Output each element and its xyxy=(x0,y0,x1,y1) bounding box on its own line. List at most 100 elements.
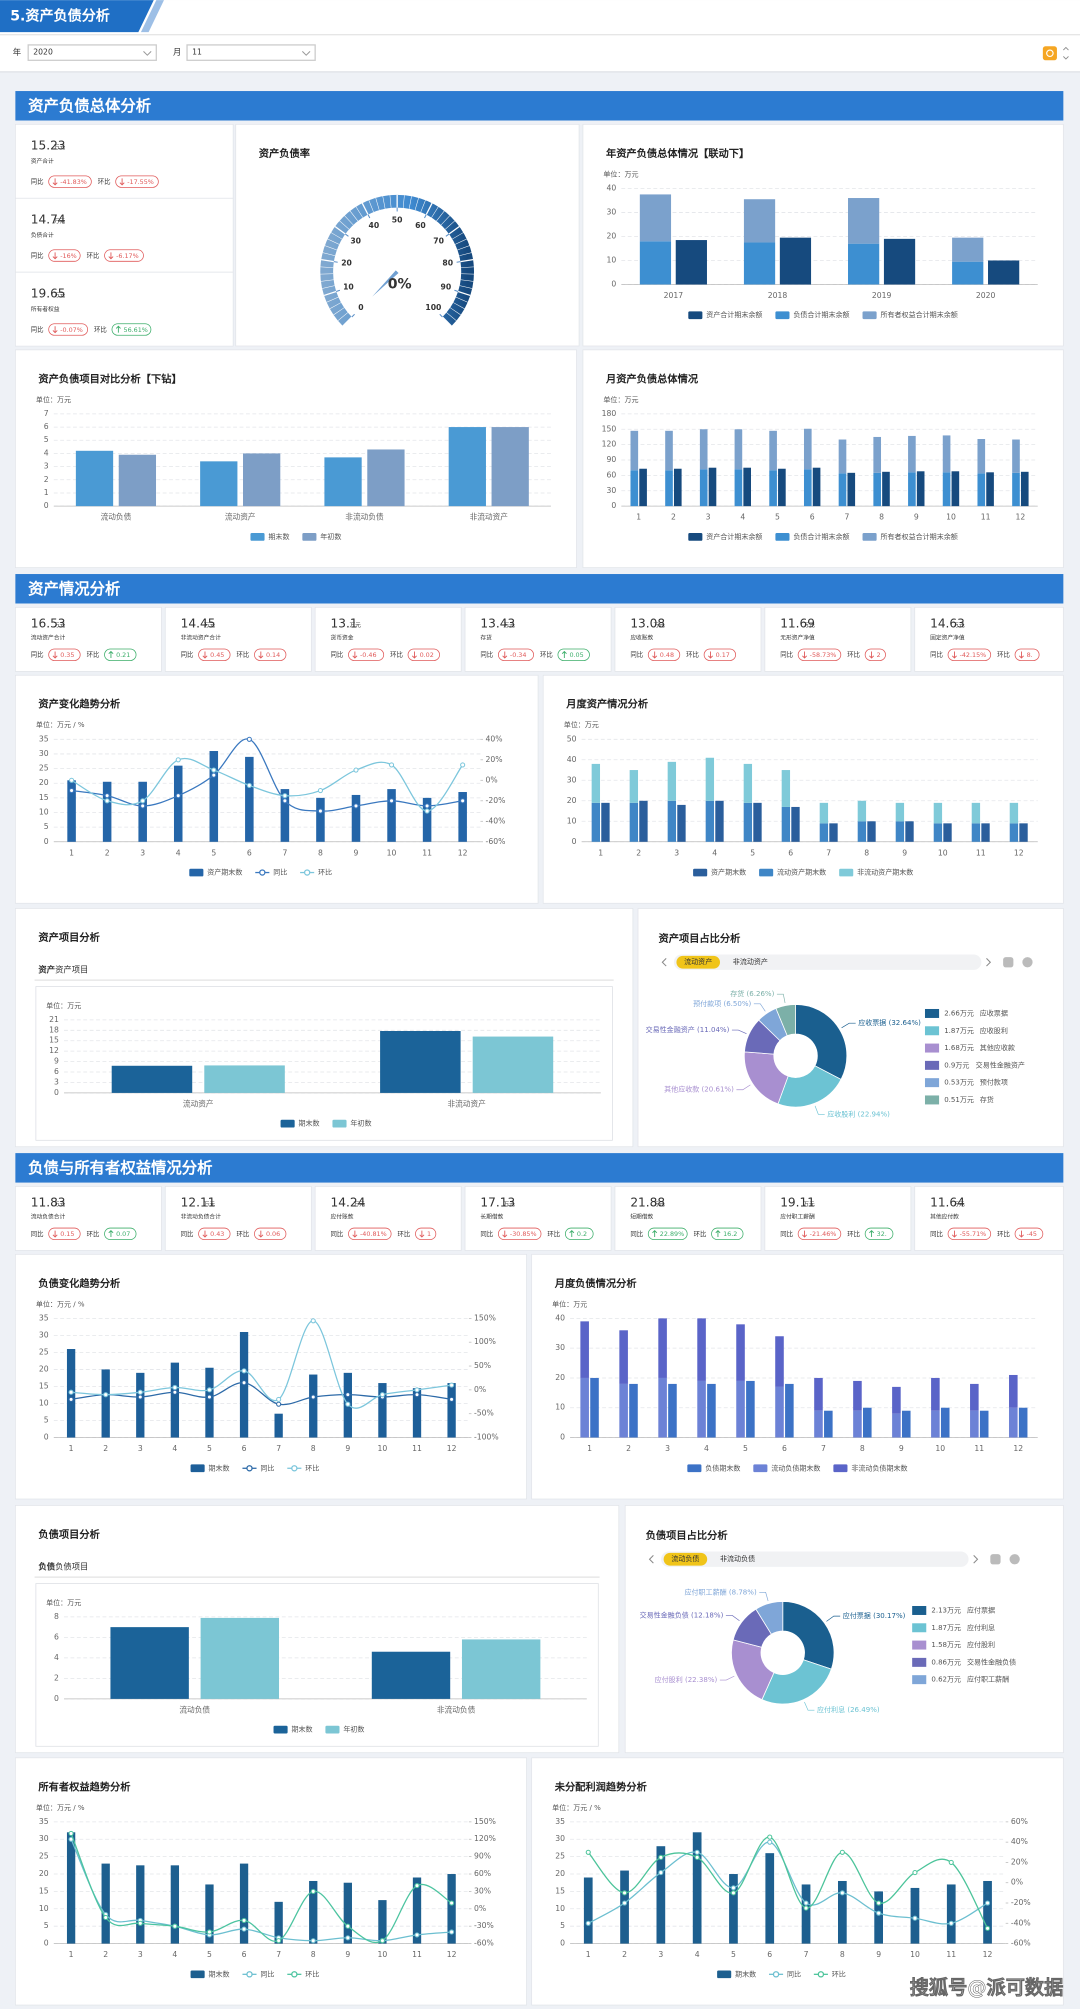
y2-tick-label: -30% xyxy=(474,1921,494,1930)
y-tick-label: 20 xyxy=(555,1373,565,1382)
year-select[interactable] xyxy=(27,44,157,61)
chart-title: 所有者权益趋势分析 xyxy=(38,1780,130,1793)
legend-value: 0.53万元 xyxy=(944,1078,974,1087)
kpi-value: 12.11 xyxy=(181,1196,216,1210)
tool-icon[interactable] xyxy=(1022,957,1033,968)
trend-pill xyxy=(198,1227,231,1240)
line-point xyxy=(206,1394,213,1400)
tab-active[interactable] xyxy=(663,1552,708,1566)
bar-segment xyxy=(873,472,882,507)
line-point xyxy=(345,1401,351,1407)
x-tick-label: 2 xyxy=(626,1444,631,1453)
y-tick-label: 15 xyxy=(39,1381,49,1390)
kpi-value: 13.43 xyxy=(480,617,515,631)
tab-label[interactable]: 流动资产 xyxy=(684,957,712,966)
trend-pill xyxy=(48,323,89,336)
x-tick-label: 12 xyxy=(1015,513,1025,522)
x-tick-label: 4 xyxy=(704,1444,709,1453)
y-tick-label: 5 xyxy=(44,1416,49,1425)
line-point xyxy=(414,1883,420,1889)
gauge-minor-tick xyxy=(441,316,452,327)
legend-swatch xyxy=(332,1119,347,1128)
y-tick-label: 6 xyxy=(44,422,49,431)
legend-swatch xyxy=(687,1464,702,1473)
line-point xyxy=(353,767,359,773)
bar xyxy=(901,1410,911,1438)
tab-next[interactable] xyxy=(973,1555,979,1564)
trend-value: 0.21 xyxy=(116,651,130,659)
line-point xyxy=(424,803,430,809)
kpi-mom-label: 环比 xyxy=(398,1229,411,1238)
line-point xyxy=(414,1387,420,1393)
tab-next[interactable] xyxy=(986,958,992,967)
bar xyxy=(867,821,876,842)
bar-segment xyxy=(908,435,916,473)
y-tick-label: 15 xyxy=(39,1886,49,1895)
x-tick-label: 2017 xyxy=(664,291,684,300)
legend-swatch xyxy=(302,533,317,541)
pie-leader xyxy=(719,1675,735,1681)
trend-pill xyxy=(48,1227,81,1240)
x-tick-label: 1 xyxy=(598,848,603,857)
bar-segment xyxy=(892,1413,901,1438)
bar-segment xyxy=(814,1377,823,1411)
trend-arrow xyxy=(951,651,957,659)
gauge-tick-label: 90 xyxy=(441,283,452,292)
bar xyxy=(863,1407,872,1438)
legend-label: 资产期末数 xyxy=(207,868,242,877)
trend-pill xyxy=(797,648,842,661)
kpi-mom-label: 环比 xyxy=(236,650,249,659)
tab-label[interactable]: 流动负债 xyxy=(671,1554,699,1563)
unit-label: 单位：万元 xyxy=(46,1598,81,1607)
tool-icon[interactable] xyxy=(1003,957,1014,968)
kpi-yoy-label: 同比 xyxy=(780,1229,793,1238)
y-tick-label: 6 xyxy=(54,1632,59,1641)
bar-segment xyxy=(857,800,867,822)
line-point xyxy=(621,1890,628,1896)
bar-segment xyxy=(853,1380,862,1411)
legend-swatch xyxy=(912,1640,927,1650)
kpi-value: 19.65 xyxy=(31,286,66,300)
tool-icon[interactable] xyxy=(990,1554,1001,1565)
bar xyxy=(209,751,219,842)
legend-value: 1.58万元 xyxy=(931,1640,961,1649)
x-tick-label: 6 xyxy=(242,1444,247,1453)
tab-prev[interactable] xyxy=(648,1555,654,1564)
line-point xyxy=(140,798,146,804)
line-point xyxy=(767,1834,773,1840)
bar-segment xyxy=(743,802,753,842)
gauge-minor-tick xyxy=(322,252,336,257)
unit-label: 单位：万元 xyxy=(603,169,638,178)
line-point xyxy=(137,1389,143,1395)
tab-label[interactable]: 非流动负债 xyxy=(720,1554,755,1563)
line-point xyxy=(172,1389,178,1395)
refresh-button[interactable] xyxy=(1042,46,1057,61)
y-tick-label: 25 xyxy=(39,1852,49,1861)
kpi-mom-label: 环比 xyxy=(847,1229,860,1238)
unit-label: 单位：万元 / % xyxy=(552,1803,601,1812)
tab-label[interactable]: 非流动资产 xyxy=(733,957,768,966)
y-tick-label: 21 xyxy=(49,1015,59,1024)
subtitle-bold: 负债 xyxy=(38,1561,55,1571)
kpi-value: 11.64 xyxy=(930,1196,965,1210)
line-point xyxy=(310,1394,316,1400)
pie-percent-label: 应付利息 (26.49%) xyxy=(817,1705,880,1714)
kpi-yoy-label: 同比 xyxy=(480,650,493,659)
bar xyxy=(387,789,396,842)
tab-prev[interactable] xyxy=(661,958,667,967)
kpi-yoy-label: 同比 xyxy=(930,650,943,659)
bar-segment xyxy=(775,1386,784,1438)
bar xyxy=(837,1880,847,1944)
x-tick-label: 非流动负债 xyxy=(437,1704,476,1714)
tab-active[interactable] xyxy=(676,955,720,969)
line-point xyxy=(345,1923,351,1929)
legend-swatch xyxy=(759,868,774,877)
y-tick-label: 40 xyxy=(555,1313,565,1322)
tool-icon[interactable] xyxy=(1009,1554,1020,1565)
legend-dot xyxy=(259,869,266,876)
pie-leader xyxy=(725,1615,740,1622)
month-select[interactable] xyxy=(186,44,316,61)
y-tick-label: 1 xyxy=(44,488,49,497)
kpi-yoy-label: 同比 xyxy=(630,1229,643,1238)
pie-leader xyxy=(759,1592,769,1602)
